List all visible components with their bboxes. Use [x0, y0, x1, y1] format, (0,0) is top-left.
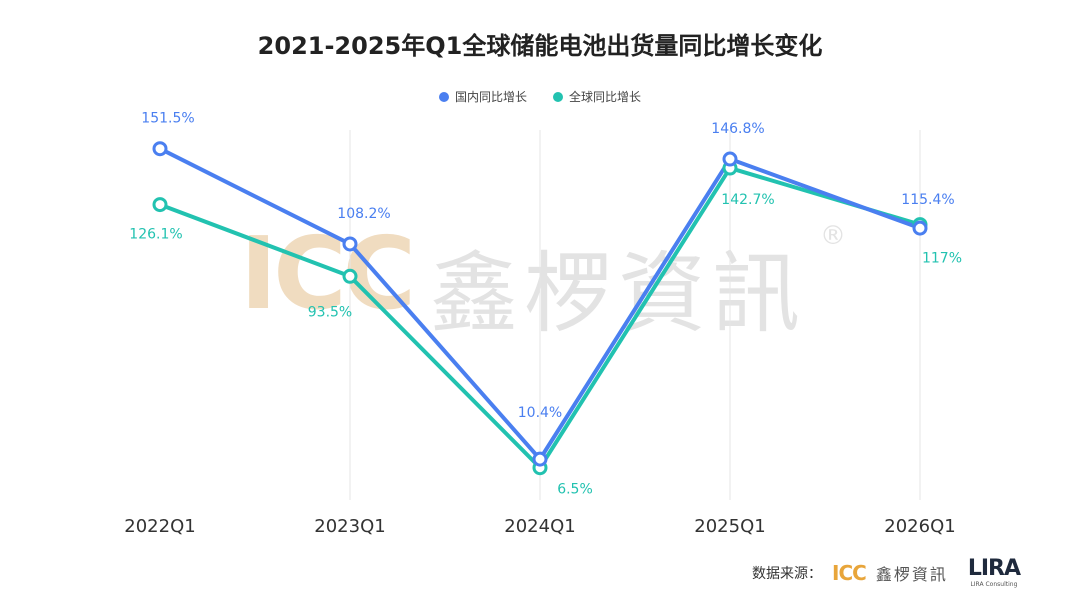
data-point — [912, 220, 928, 236]
data-point — [152, 141, 168, 157]
data-label: 126.1% — [129, 227, 182, 243]
data-label: 108.2% — [337, 206, 390, 222]
data-label: 146.8% — [711, 121, 764, 137]
source-icc-logo: ICC — [832, 561, 867, 585]
data-point — [342, 236, 358, 252]
data-point — [532, 451, 548, 467]
x-tick-label: 2025Q1 — [694, 516, 765, 537]
legend-label-global: 全球同比增长 — [569, 90, 642, 104]
source-brand-cn: 鑫椤資訊 — [875, 565, 948, 584]
legend-marker-domestic — [438, 91, 449, 102]
data-label: 10.4% — [518, 405, 562, 421]
data-label: 93.5% — [308, 304, 352, 320]
data-label: 115.4% — [901, 192, 954, 208]
legend-item-domestic: 国内同比增长 — [438, 88, 527, 105]
legend: 国内同比增长 全球同比增长 — [0, 88, 1080, 105]
data-label: 142.7% — [721, 192, 774, 208]
x-tick-label: 2022Q1 — [124, 516, 195, 537]
x-tick-label: 2026Q1 — [884, 516, 955, 537]
legend-marker-global — [553, 91, 563, 102]
source-lira-name: LIRA — [967, 556, 1021, 581]
data-label: 151.5% — [141, 111, 194, 127]
source-footer: 数据来源： ICC 鑫椤資訊 LIRA LIRA Consulting — [752, 556, 1021, 588]
source-label: 数据来源： — [752, 566, 823, 582]
data-point — [152, 197, 168, 213]
legend-item-global: 全球同比增长 — [553, 88, 641, 105]
data-label: 117% — [922, 251, 962, 267]
chart-title: 2021-2025年Q1全球储能电池出货量同比增长变化 — [257, 32, 823, 60]
source-lira-logo: LIRA LIRA Consulting — [967, 556, 1021, 588]
x-tick-label: 2024Q1 — [504, 516, 575, 537]
x-tick-label: 2023Q1 — [314, 516, 385, 537]
legend-label-domestic: 国内同比增长 — [454, 90, 527, 104]
source-lira-subtitle: LIRA Consulting — [970, 581, 1018, 588]
data-point — [722, 151, 738, 167]
data-point — [342, 268, 358, 284]
data-label: 6.5% — [557, 482, 593, 498]
